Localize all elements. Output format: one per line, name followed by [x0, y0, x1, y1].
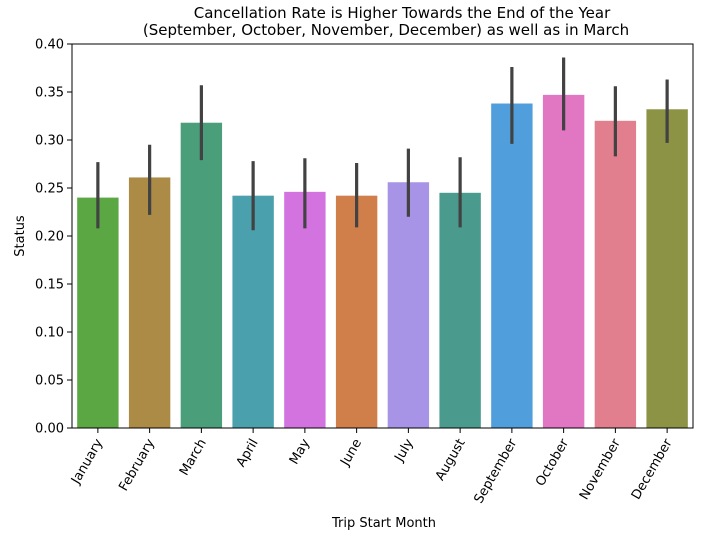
x-tick-label: September [471, 436, 520, 506]
x-tick-label: August [433, 437, 469, 484]
error-bars-group [96, 57, 669, 231]
x-tick-label: March [177, 437, 210, 479]
chart-title-line-1: Cancellation Rate is Higher Towards the … [194, 4, 611, 22]
x-axis-label: Trip Start Month [331, 516, 436, 531]
y-tick-label: 0.30 [35, 134, 64, 149]
y-tick-label: 0.15 [35, 278, 64, 293]
plot-frame [71, 43, 694, 429]
y-tick-label: 0.05 [35, 374, 64, 389]
x-tick-label: February [116, 436, 158, 494]
y-tick-label: 0.20 [35, 230, 64, 245]
bar-august [439, 192, 481, 428]
y-tick-label: 0.00 [35, 422, 64, 437]
x-tick-label: December [629, 436, 676, 502]
bars-group [77, 94, 688, 429]
y-tick-label: 0.25 [35, 182, 64, 197]
y-tick-label: 0.35 [35, 86, 64, 101]
x-tick-label: November [577, 436, 624, 503]
x-tick-label: January [68, 436, 106, 487]
y-tick-label: 0.40 [35, 38, 64, 53]
chart-title-line-2: (September, October, November, December)… [143, 21, 629, 39]
x-tick-label: April [234, 437, 262, 470]
bar-june [335, 195, 378, 428]
x-tick-label: June [337, 437, 365, 470]
bar-january [77, 197, 119, 428]
x-tick-label: October [533, 436, 572, 489]
bar-may [284, 191, 326, 428]
bar-september [491, 103, 533, 429]
x-tick-label: May [287, 436, 314, 467]
x-tick-label: July [392, 436, 417, 465]
bar-july [387, 182, 430, 428]
bar-november [594, 120, 637, 429]
bar-october [542, 94, 585, 428]
bar-december [646, 109, 688, 428]
bar-march [180, 122, 223, 428]
y-axis-label: Status [13, 215, 28, 257]
x-axis: January February March April May June July Augu… [68, 428, 676, 506]
bar-february [128, 177, 171, 428]
y-axis: 0.00 0.05 0.10 0.15 0.20 0.25 0.30 0.35 0.40 [35, 38, 72, 437]
bar-april [232, 195, 274, 428]
y-tick-label: 0.10 [35, 326, 64, 341]
